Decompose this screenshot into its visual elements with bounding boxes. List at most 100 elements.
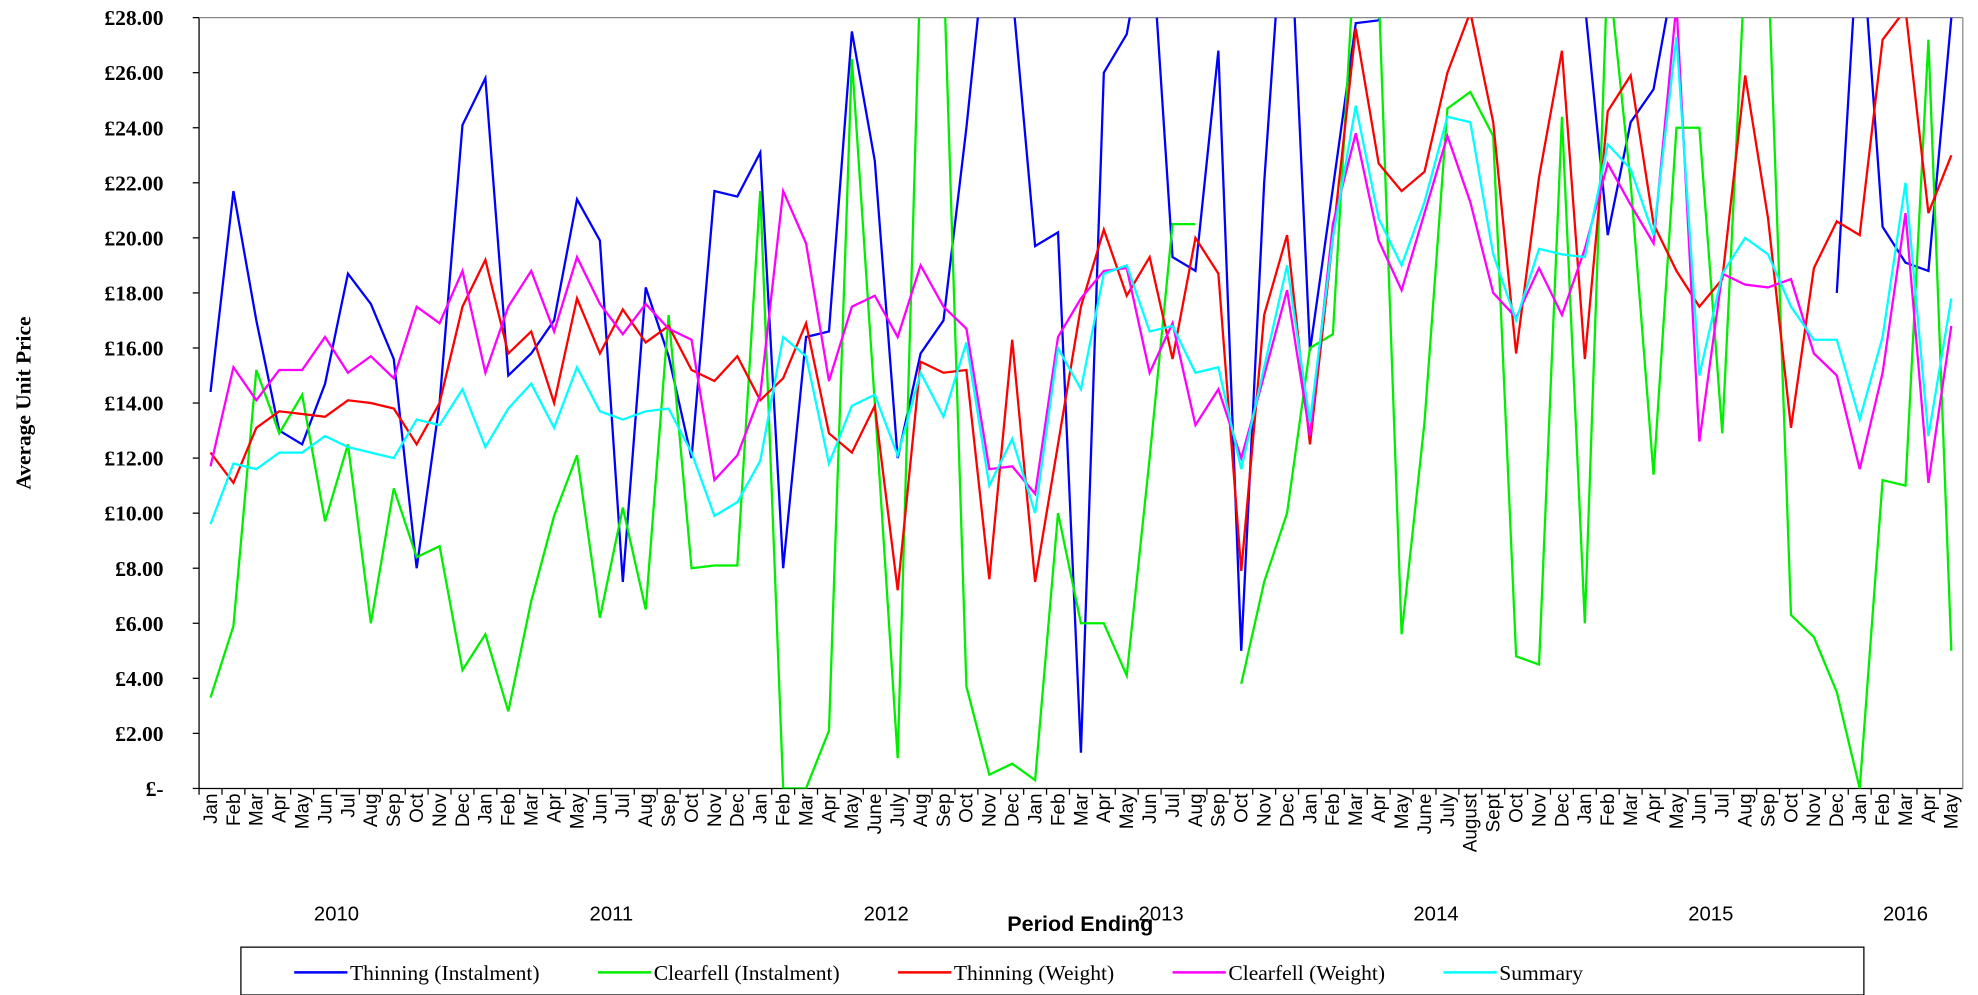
x-tick-label: Jan: [1025, 793, 1046, 823]
x-tick-label: Jan: [1300, 793, 1321, 823]
x-tick-label: Sep: [659, 793, 680, 827]
x-tick-label: Dec: [728, 793, 749, 827]
x-tick-label: August: [1461, 793, 1482, 852]
x-tick-label: Sep: [1758, 793, 1779, 827]
x-tick-label: Feb: [1323, 793, 1344, 826]
x-tick-label: Dec: [1277, 793, 1298, 827]
x-tick-label: Sept: [1484, 793, 1505, 833]
x-tick-label: May: [292, 793, 313, 829]
x-group-label: 2014: [1413, 904, 1458, 926]
series-line: [209, 17, 1953, 591]
y-tick-label: £10.00: [104, 502, 163, 526]
x-tick-label: May: [1942, 793, 1963, 829]
x-tick-label: Oct: [1781, 793, 1802, 823]
x-tick-label: Feb: [1048, 793, 1069, 826]
x-tick-label: Jun: [1140, 793, 1161, 823]
x-tick-label: Feb: [773, 793, 794, 826]
x-group-label: 2012: [864, 904, 909, 926]
x-tick-label: Jan: [201, 793, 222, 823]
y-tick-label: £24.00: [104, 116, 163, 140]
x-tick-label: Oct: [407, 793, 428, 823]
x-tick-label: Nov: [1254, 793, 1275, 827]
x-tick-label: Apr: [1094, 793, 1115, 822]
x-tick-label: Sep: [1209, 793, 1230, 827]
x-tick-label: Apr: [270, 793, 291, 822]
x-tick-label: Jul: [338, 793, 359, 817]
y-tick-label: £4.00: [115, 667, 163, 691]
x-tick-label: Nov: [430, 793, 451, 827]
series-line: [209, 36, 1953, 525]
y-tick-label: £-: [146, 777, 164, 801]
x-tick-label: May: [842, 793, 863, 829]
x-tick-label: Nov: [980, 793, 1001, 827]
y-tick-label: £6.00: [115, 612, 163, 636]
x-tick-label: Jun: [315, 793, 336, 823]
x-tick-label: Dec: [1827, 793, 1848, 827]
x-tick-label: Jul: [1163, 793, 1184, 817]
x-tick-label: Aug: [1186, 793, 1207, 827]
x-tick-label: Mar: [1896, 793, 1917, 826]
y-tick-label: £14.00: [104, 392, 163, 416]
x-group-label: 2016: [1883, 904, 1928, 926]
x-tick-label: June: [1415, 793, 1436, 834]
x-tick-label: Mar: [796, 793, 817, 826]
x-tick-label: May: [1667, 793, 1688, 829]
x-tick-label: Mar: [1621, 793, 1642, 826]
x-tick-label: May: [1392, 793, 1413, 829]
legend-label: Clearfell (Weight): [1228, 961, 1385, 985]
x-tick-label: Jun: [590, 793, 611, 823]
legend-label: Summary: [1499, 961, 1583, 985]
x-tick-label: Jan: [751, 793, 772, 823]
x-tick-label: Nov: [1529, 793, 1550, 827]
x-group-label: 2015: [1688, 904, 1733, 926]
y-tick-label: £22.00: [104, 171, 163, 195]
x-tick-label: Feb: [1873, 793, 1894, 826]
legend-label: Thinning (Instalment): [350, 961, 540, 985]
y-tick-label: £20.00: [104, 226, 163, 250]
x-tick-label: Oct: [957, 793, 978, 823]
x-tick-label: Mar: [521, 793, 542, 826]
x-tick-label: Sep: [384, 793, 405, 827]
x-tick-label: Jul: [1713, 793, 1734, 817]
x-tick-label: July: [1438, 793, 1459, 827]
x-tick-label: Dec: [453, 793, 474, 827]
x-axis-title: Period Ending: [1007, 912, 1153, 936]
x-tick-label: Jul: [613, 793, 634, 817]
x-tick-label: Apr: [1644, 793, 1665, 822]
legend-label: Thinning (Weight): [954, 961, 1114, 985]
x-tick-label: Jan: [476, 793, 497, 823]
y-tick-label: £12.00: [104, 447, 163, 471]
x-tick-label: Oct: [682, 793, 703, 823]
x-tick-label: Mar: [1071, 793, 1092, 826]
x-tick-label: Apr: [1919, 793, 1940, 822]
x-tick-label: July: [888, 793, 909, 827]
y-tick-label: £18.00: [104, 282, 163, 306]
x-tick-label: Nov: [705, 793, 726, 827]
legend-label: Clearfell (Instalment): [654, 961, 840, 985]
x-tick-label: Mar: [247, 793, 268, 826]
series-line: [209, 17, 1953, 753]
x-tick-label: Jun: [1690, 793, 1711, 823]
y-tick-label: £8.00: [115, 557, 163, 581]
x-tick-label: Aug: [1735, 793, 1756, 827]
x-tick-label: Aug: [636, 793, 657, 827]
x-tick-label: Apr: [544, 793, 565, 822]
legend-box: [240, 946, 1865, 995]
x-tick-label: Apr: [819, 793, 840, 822]
x-tick-label: May: [567, 793, 588, 829]
x-tick-label: Nov: [1804, 793, 1825, 827]
x-tick-label: June: [865, 793, 886, 834]
x-tick-label: Dec: [1002, 793, 1023, 827]
x-tick-label: Feb: [1598, 793, 1619, 826]
y-tick-label: £26.00: [104, 61, 163, 85]
x-tick-label: Aug: [911, 793, 932, 827]
x-group-label: 2013: [1139, 904, 1184, 926]
x-tick-label: Apr: [1369, 793, 1390, 822]
x-tick-label: Oct: [1232, 793, 1253, 823]
x-tick-label: Jan: [1850, 793, 1871, 823]
series-line: [209, 17, 1953, 789]
x-tick-label: Aug: [361, 793, 382, 827]
